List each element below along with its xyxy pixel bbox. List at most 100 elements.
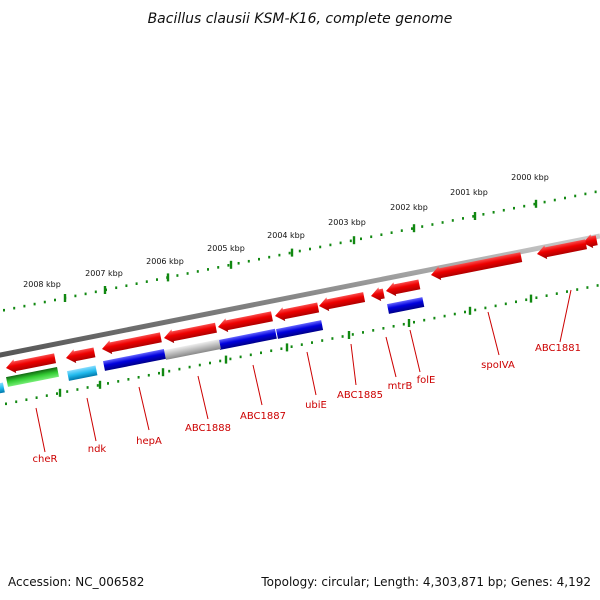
inner-tick-minor: [198, 363, 201, 367]
gene-label-leader: [559, 289, 572, 343]
outer-tick-minor: [84, 292, 87, 296]
outer-tick-major: [229, 260, 233, 269]
inner-tick-minor: [270, 349, 273, 353]
inner-tick-minor: [351, 333, 354, 336]
gene-feature[interactable]: [582, 233, 598, 249]
inner-tick-minor: [484, 306, 487, 310]
outer-tick-minor: [288, 251, 291, 255]
inner-tick-minor: [5, 402, 7, 406]
outer-tick-major: [63, 294, 67, 302]
outer-tick-minor: [227, 264, 230, 267]
outer-tick-major: [103, 286, 107, 294]
gene-feature[interactable]: [318, 290, 366, 313]
gene-label-leader: [385, 336, 397, 378]
inner-tick-minor: [362, 331, 364, 334]
gene-feature[interactable]: [536, 237, 588, 260]
gene-feature[interactable]: [217, 309, 274, 333]
outer-tick-minor: [380, 233, 383, 237]
inner-tick-minor: [249, 353, 252, 357]
inner-tick-minor: [45, 394, 48, 397]
inner-tick-minor: [494, 304, 497, 308]
outer-tick-major: [473, 212, 477, 220]
inner-tick-minor: [260, 351, 262, 355]
gene-label: ABC1885: [337, 390, 383, 401]
inner-tick-minor: [525, 298, 528, 302]
gene-feature[interactable]: [430, 250, 523, 282]
gene-label: mtrB: [388, 381, 413, 392]
inner-tick-minor: [392, 324, 395, 328]
inner-tick-minor: [504, 302, 507, 306]
outer-tick-minor: [74, 294, 77, 298]
gene-feature[interactable]: [274, 301, 320, 323]
outer-tick-minor: [482, 213, 485, 216]
outer-tick-minor: [135, 282, 138, 285]
inner-tick-major: [407, 319, 411, 327]
gene-feature[interactable]: [5, 351, 57, 374]
kbp-scale-labels: 2000 kbp 2001 kbp 2002 kbp 2003 kbp 2004 kbp…: [23, 173, 549, 289]
kbp-label: 2003 kbp: [328, 218, 366, 227]
outer-tick-minor: [176, 274, 179, 277]
gene-labels: ABC1881 spoIVA folE mtrB ABC1885 ubiE ABC1887 A…: [33, 343, 581, 465]
outer-tick-minor: [421, 225, 424, 228]
inner-tick-minor: [15, 400, 18, 404]
inner-tick-minor: [239, 355, 242, 359]
kbp-label: 2000 kbp: [511, 173, 549, 182]
gene-label-leader: [409, 329, 421, 373]
inner-tick-minor: [576, 288, 579, 291]
gene-feature[interactable]: [101, 330, 163, 355]
outer-tick-minor: [523, 204, 526, 208]
outer-tick-minor: [349, 239, 352, 243]
inner-tick-major: [224, 355, 228, 364]
gene-label-leader: [306, 351, 317, 396]
kbp-label: 2002 kbp: [390, 203, 428, 212]
gene-label: ndk: [88, 444, 107, 455]
inner-tick-minor: [423, 318, 426, 322]
gene-feature[interactable]: [385, 278, 421, 298]
inner-tick-minor: [402, 322, 405, 326]
outer-tick-minor: [94, 290, 97, 294]
outer-tick-minor: [298, 249, 301, 253]
outer-tick-minor: [584, 192, 587, 196]
outer-tick-minor: [594, 190, 597, 194]
gene-feature[interactable]: [218, 328, 277, 350]
kbp-label: 2001 kbp: [450, 188, 488, 197]
outer-tick-minor: [196, 270, 199, 273]
outer-tick-minor: [268, 255, 271, 259]
inner-tick-minor: [280, 347, 283, 351]
gene-feature[interactable]: [0, 382, 5, 394]
inner-tick-minor: [545, 294, 548, 297]
gene-label-leader: [252, 364, 263, 406]
outer-tick-minor: [309, 247, 311, 251]
inner-tick-minor: [515, 300, 517, 304]
gene-label-leader: [138, 386, 150, 431]
inner-tick-major: [58, 388, 62, 397]
map-title: Bacillus clausii KSM-K16, complete genom…: [148, 11, 453, 27]
genome-backbone: [0, 233, 600, 358]
gene-label-leader: [35, 407, 46, 453]
gene-feature[interactable]: [65, 345, 96, 364]
outer-tick-minor: [217, 266, 220, 269]
outer-tick-minor: [360, 237, 362, 241]
outer-tick-major: [352, 236, 356, 245]
gene-feature[interactable]: [6, 366, 59, 387]
inner-tick-minor: [321, 339, 324, 342]
inner-tick-minor: [178, 367, 181, 371]
outer-tick-major: [290, 248, 294, 257]
gene-feature[interactable]: [370, 287, 385, 303]
gene-feature[interactable]: [163, 321, 218, 345]
gene-features[interactable]: [0, 233, 598, 394]
gene-label-leaders: [35, 289, 572, 453]
inner-tick-minor: [219, 359, 222, 363]
inner-tick-major: [347, 331, 351, 339]
gene-label-leader: [197, 375, 209, 420]
outer-tick-minor: [564, 196, 566, 200]
gene-feature[interactable]: [276, 320, 324, 339]
outer-tick-minor: [33, 302, 36, 306]
gene-feature[interactable]: [164, 339, 221, 360]
gene-feature[interactable]: [67, 365, 98, 381]
gene-label: folE: [417, 375, 436, 386]
gene-feature[interactable]: [103, 349, 166, 371]
outer-tick-minor: [492, 210, 495, 214]
gene-feature[interactable]: [387, 297, 425, 314]
